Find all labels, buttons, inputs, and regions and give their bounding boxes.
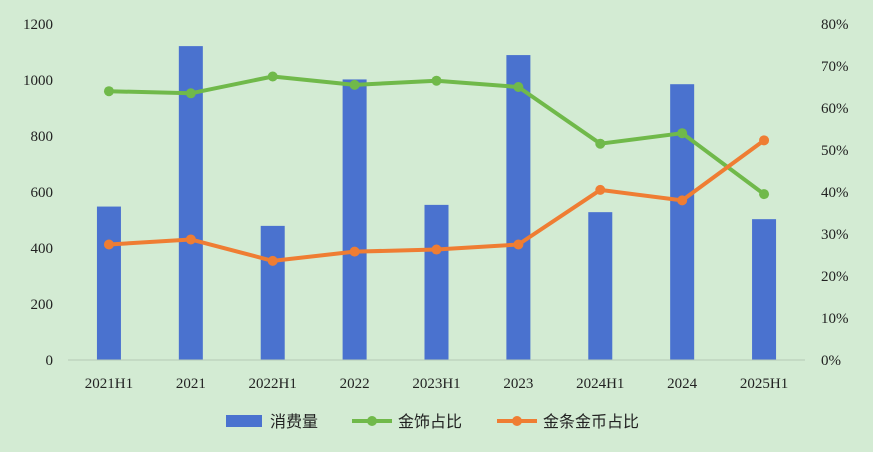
x-tick-label: 2023 bbox=[503, 376, 533, 392]
bar-2021 bbox=[178, 46, 203, 361]
legend-label-line-1: 金饰占比 bbox=[398, 412, 462, 431]
line-1-point-2024 bbox=[677, 128, 688, 139]
line-2-point-2023 bbox=[513, 239, 524, 250]
left-tick-label: 200 bbox=[31, 297, 54, 313]
left-tick-label: 800 bbox=[31, 129, 54, 145]
line-2-point-2024 bbox=[677, 195, 688, 206]
x-tick-label: 2021H1 bbox=[85, 376, 133, 392]
left-tick-label: 1000 bbox=[23, 73, 53, 89]
x-tick-label: 2022H1 bbox=[249, 376, 297, 392]
line-1-point-2024H1 bbox=[595, 138, 606, 149]
bar-2025H1 bbox=[752, 219, 777, 360]
axes-group: 0 200 400 600 800 1000 1200 0% 10% 20% 30% 40% 50% 60… bbox=[23, 17, 849, 392]
line-2-point-2023H1 bbox=[431, 244, 442, 255]
line-series-1 bbox=[106, 74, 767, 197]
line-1-point-2021H1 bbox=[103, 86, 114, 97]
bar-2023 bbox=[506, 55, 531, 361]
legend-marker-line-2 bbox=[512, 416, 522, 426]
x-tick-label: 2021 bbox=[176, 376, 206, 392]
right-tick-label: 20% bbox=[821, 269, 849, 285]
x-tick-label: 2024 bbox=[667, 376, 698, 392]
bar-2024H1 bbox=[588, 212, 613, 360]
right-tick-label: 40% bbox=[821, 185, 849, 201]
left-tick-label: 0 bbox=[46, 353, 54, 369]
left-tick-label: 600 bbox=[31, 185, 54, 201]
legend-swatch-bar bbox=[226, 415, 262, 427]
line-2-point-2022H1 bbox=[267, 255, 278, 266]
line-1-point-2022H1 bbox=[267, 71, 278, 82]
left-tick-label: 400 bbox=[31, 241, 54, 257]
line-1-point-2022 bbox=[349, 79, 360, 90]
line-1-point-2023H1 bbox=[431, 75, 442, 86]
line-1-point-2025H1 bbox=[759, 189, 770, 200]
legend-marker-line-1 bbox=[367, 416, 377, 426]
line-2-point-2025H1 bbox=[759, 135, 770, 146]
right-tick-label: 0% bbox=[821, 353, 841, 369]
bar-2024 bbox=[670, 84, 695, 360]
right-tick-label: 70% bbox=[821, 59, 849, 75]
bar-2021H1 bbox=[96, 206, 121, 360]
line-series-group bbox=[103, 71, 770, 266]
x-tick-label: 2022 bbox=[340, 376, 370, 392]
bar-2023H1 bbox=[424, 204, 449, 360]
right-tick-label: 60% bbox=[821, 101, 849, 117]
legend-label-bar: 消费量 bbox=[270, 412, 318, 431]
line-2-point-2021H1 bbox=[103, 239, 114, 250]
right-tick-label: 80% bbox=[821, 17, 849, 33]
left-tick-label: 1200 bbox=[23, 17, 53, 33]
bar-2022H1 bbox=[260, 225, 285, 360]
x-tick-label: 2025H1 bbox=[740, 376, 788, 392]
line-1-point-2021 bbox=[185, 88, 196, 99]
line-2-point-2022 bbox=[349, 246, 360, 257]
x-tick-label: 2023H1 bbox=[412, 376, 460, 392]
line-2-point-2021 bbox=[185, 234, 196, 245]
x-tick-label: 2024H1 bbox=[576, 376, 624, 392]
legend: 消费量 金饰占比 金条金币占比 bbox=[226, 412, 639, 431]
right-tick-label: 50% bbox=[821, 143, 849, 159]
bar-2022 bbox=[342, 79, 367, 360]
right-tick-label: 30% bbox=[821, 227, 849, 243]
line-1-point-2023 bbox=[513, 82, 524, 92]
line-2-point-2024H1 bbox=[595, 184, 606, 195]
right-tick-label: 10% bbox=[821, 311, 849, 327]
bar-series-group bbox=[96, 46, 777, 361]
legend-label-line-2: 金条金币占比 bbox=[543, 412, 639, 431]
